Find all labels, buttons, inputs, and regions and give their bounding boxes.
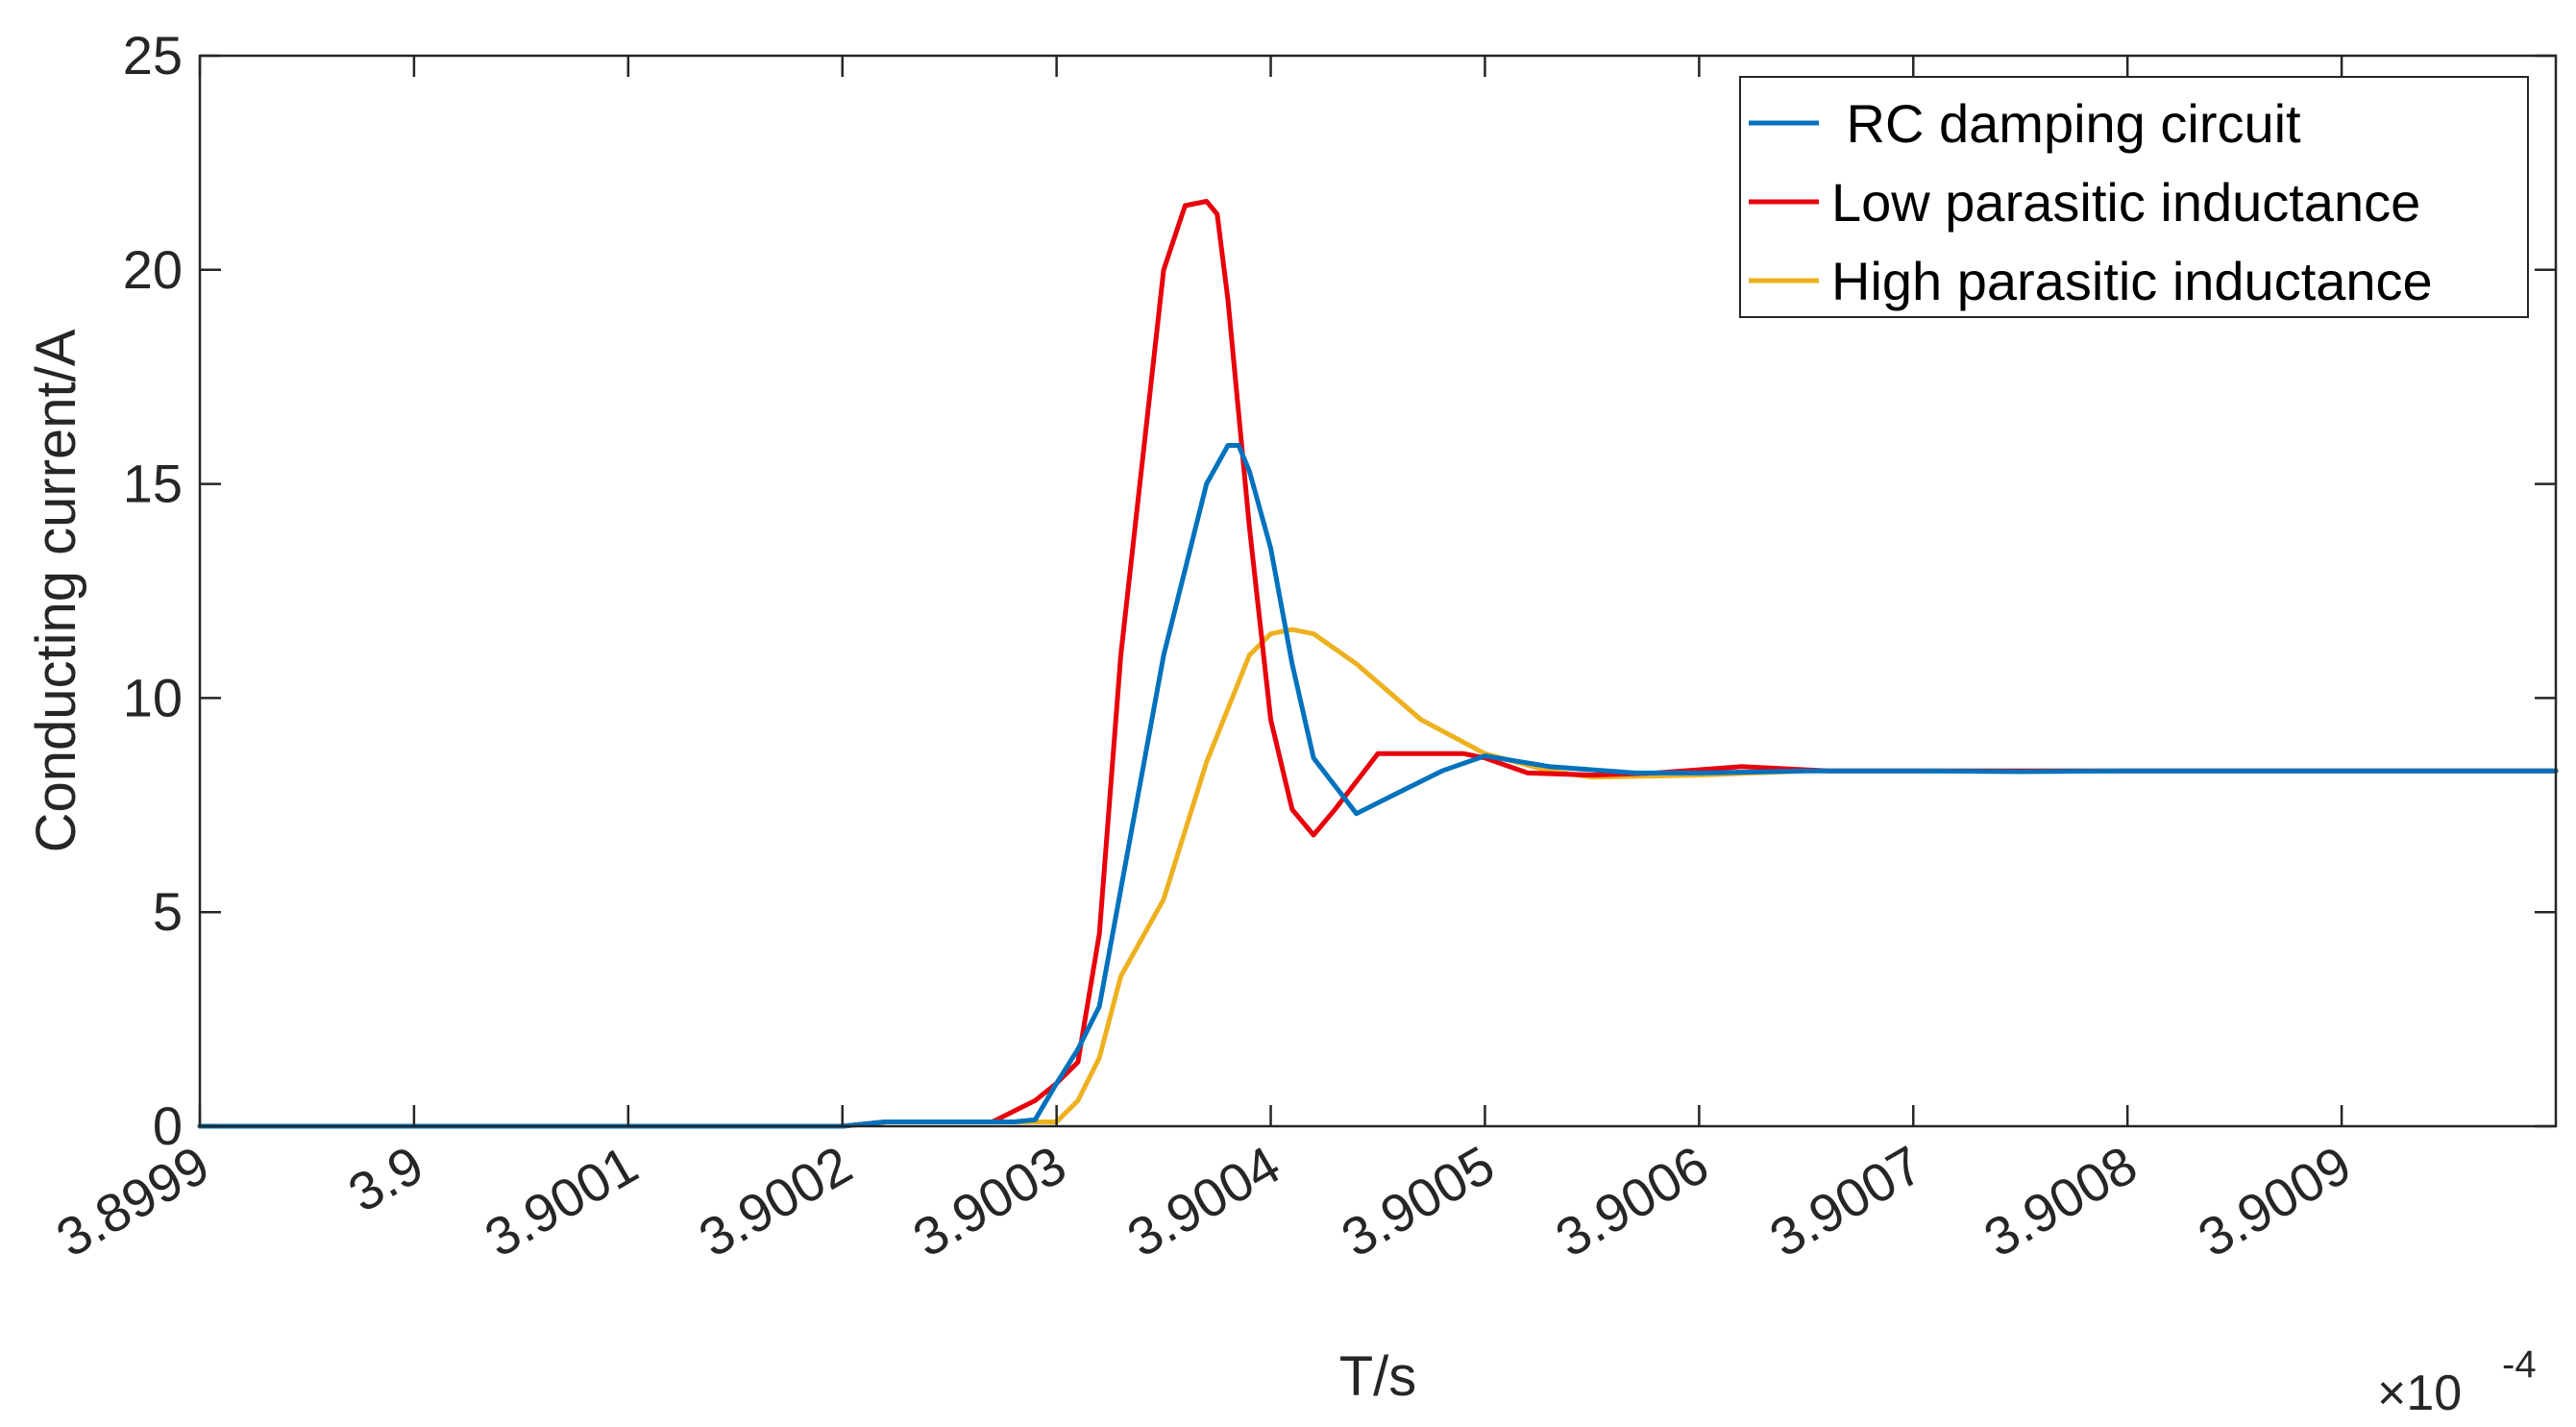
series-layer — [197, 199, 2559, 1129]
series-line-2 — [197, 627, 2559, 1129]
x-multiplier-base: ×10 — [2377, 1365, 2462, 1421]
plot-frame — [198, 54, 2558, 1128]
y-axis-label: Conducting current/A — [25, 329, 87, 852]
legend: RC damping circuit Low parasitic inductan… — [1739, 76, 2529, 318]
y-tick-label: 5 — [153, 881, 183, 942]
x-multiplier-exponent: -4 — [2502, 1343, 2537, 1386]
y-tick-label: 10 — [123, 667, 183, 727]
x-axis-label: T/s — [1339, 1345, 1417, 1408]
legend-label-0: RC damping circuit — [1831, 93, 2301, 154]
y-tick-label: 20 — [123, 239, 183, 300]
series-line-0 — [197, 443, 2559, 1129]
legend-box — [1739, 76, 2529, 318]
legend-label-1: Low parasitic inductance — [1831, 172, 2420, 233]
x-multiplier: ×10 -4 — [2377, 1343, 2537, 1421]
y-tick-label: 25 — [123, 25, 183, 86]
legend-label-2: High parasitic inductance — [1831, 251, 2433, 311]
y-tick-label: 15 — [123, 454, 183, 514]
y-tick-label: 0 — [153, 1095, 183, 1156]
